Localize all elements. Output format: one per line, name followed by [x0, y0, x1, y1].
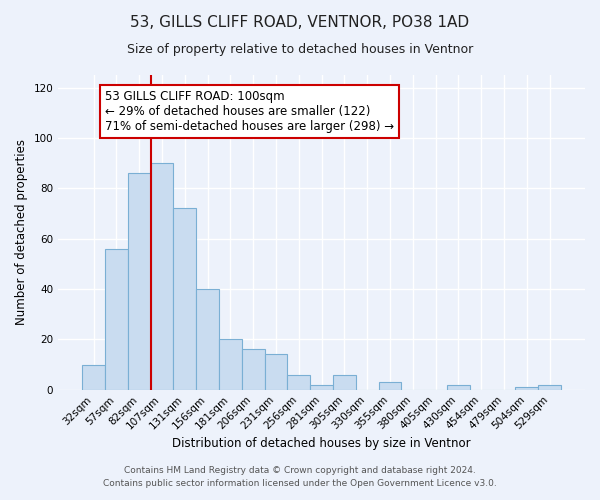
Bar [333, 374, 356, 390]
Bar [151, 163, 173, 390]
X-axis label: Distribution of detached houses by size in Ventnor: Distribution of detached houses by size … [172, 437, 471, 450]
Bar [538, 384, 561, 390]
Bar [82, 364, 105, 390]
Bar [447, 384, 470, 390]
Bar [287, 374, 310, 390]
Text: 53 GILLS CLIFF ROAD: 100sqm
← 29% of detached houses are smaller (122)
71% of se: 53 GILLS CLIFF ROAD: 100sqm ← 29% of det… [105, 90, 394, 133]
Bar [196, 289, 219, 390]
Text: Contains HM Land Registry data © Crown copyright and database right 2024.
Contai: Contains HM Land Registry data © Crown c… [103, 466, 497, 487]
Y-axis label: Number of detached properties: Number of detached properties [15, 140, 28, 326]
Text: Size of property relative to detached houses in Ventnor: Size of property relative to detached ho… [127, 42, 473, 56]
Bar [379, 382, 401, 390]
Bar [265, 354, 287, 390]
Text: 53, GILLS CLIFF ROAD, VENTNOR, PO38 1AD: 53, GILLS CLIFF ROAD, VENTNOR, PO38 1AD [130, 15, 470, 30]
Bar [128, 173, 151, 390]
Bar [515, 387, 538, 390]
Bar [105, 248, 128, 390]
Bar [219, 340, 242, 390]
Bar [173, 208, 196, 390]
Bar [310, 384, 333, 390]
Bar [242, 350, 265, 390]
